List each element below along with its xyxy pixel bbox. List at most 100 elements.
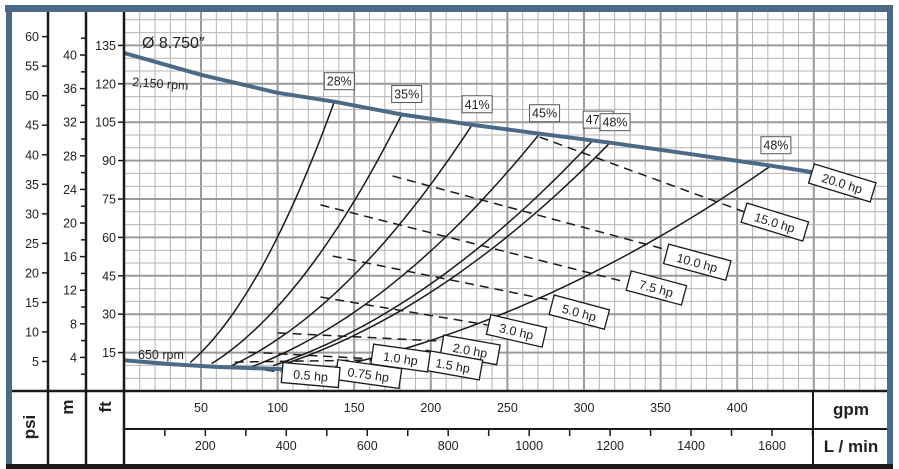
power-label-box: [807, 163, 877, 203]
power-label-box: [280, 361, 341, 389]
m-tick-label: 40: [63, 49, 77, 63]
gpm-tick-label: 300: [574, 401, 595, 415]
max-speed-label: 2,150 rpm: [132, 75, 189, 93]
ft-tick-label: 15: [102, 346, 116, 360]
power-label: 15.0 hp: [740, 202, 810, 242]
efficiency-label-box: [461, 95, 493, 114]
efficiency-label-text: 41%: [465, 98, 490, 112]
power-line: [320, 296, 488, 326]
psi-axis-label: psi: [20, 415, 39, 440]
m-tick-label: 4: [70, 351, 77, 365]
ft-tick-label: 120: [95, 77, 116, 91]
power-line: [539, 136, 746, 213]
axes: 50 100 150 200 250 300 350 400 200 400 600 800 1000 1…: [25, 30, 814, 453]
left-panel: [10, 11, 124, 391]
efficiency-label-text: 28%: [327, 75, 352, 89]
frame-bottom: [6, 464, 893, 469]
gpm-tick-label: 200: [420, 401, 441, 415]
efficiency-label-box: [529, 104, 561, 123]
power-line: [392, 175, 669, 251]
m-tick-label: 32: [63, 116, 77, 130]
ft-tick-label: 75: [102, 193, 116, 207]
frame-left: [6, 5, 12, 465]
psi-tick-label: 35: [25, 178, 39, 192]
power-line: [320, 204, 626, 283]
m-tick-label: 28: [63, 149, 77, 163]
power-label: 0.5 hp: [280, 361, 341, 389]
frame-top: [5, 5, 893, 12]
min-speed-label: 650 rpm: [138, 348, 184, 362]
power-label: 7.5 hp: [625, 270, 688, 306]
m-tick-label: 36: [63, 82, 77, 96]
efficiency-curve: [189, 101, 336, 364]
efficiency-label-box: [323, 72, 355, 91]
power-label: 5.0 hp: [548, 294, 611, 330]
power-label: 10.0 hp: [662, 243, 732, 281]
gpm-tick-label: 350: [650, 401, 671, 415]
frame-right: [887, 5, 893, 465]
ft-tick-label: 90: [102, 154, 116, 168]
gpm-tick-label: 250: [497, 401, 518, 415]
ft-tick-label: 135: [95, 39, 116, 53]
lmin-tick-label: 400: [276, 439, 297, 453]
gpm-axis-label: gpm: [833, 400, 869, 419]
power-line: [234, 359, 373, 363]
efficiency-label-box: [599, 113, 631, 132]
speed-curve: [123, 51, 813, 175]
lmin-tick-label: 1600: [758, 439, 786, 453]
power-label-box: [548, 294, 611, 330]
power-label-box: [740, 202, 810, 242]
m-tick-label: 16: [63, 250, 77, 264]
efficiency-curve: [211, 114, 403, 365]
lmin-axis-label: L / min: [824, 437, 878, 456]
power-line: [332, 255, 551, 301]
m-tick-label: 12: [63, 284, 77, 298]
efficiency-label-text: 48%: [603, 116, 628, 130]
power-label-text: 1.0 hp: [382, 350, 418, 369]
power-label-box: [485, 313, 548, 348]
speed-curve: [124, 358, 286, 372]
psi-tick-label: 20: [25, 266, 39, 280]
lmin-tick-label: 1400: [677, 439, 705, 453]
efficiency-curve: [231, 124, 473, 367]
lmin-tick-label: 800: [438, 439, 459, 453]
psi-tick-label: 25: [25, 237, 39, 251]
m-tick-label: 8: [70, 317, 77, 331]
power-label-box: [625, 270, 688, 306]
lmin-tick-label: 1200: [596, 439, 624, 453]
power-label-text: 0.75 hp: [347, 365, 390, 385]
efficiency-curve: [251, 133, 541, 368]
bottom-panel: [10, 391, 887, 464]
psi-tick-label: 60: [25, 30, 39, 44]
efficiency-curve: [272, 139, 594, 367]
ft-tick-label: 105: [95, 116, 116, 130]
psi-tick-label: 55: [25, 60, 39, 74]
efficiency-label-text: 45%: [532, 107, 557, 121]
grid: [124, 11, 887, 391]
efficiency-label-text: 48%: [763, 139, 788, 153]
gpm-tick-label: 400: [727, 401, 748, 415]
power-label-text: 1.5 hp: [434, 356, 471, 376]
efficiency-label-box: [760, 136, 792, 155]
gpm-tick-label: 100: [267, 401, 288, 415]
psi-tick-label: 45: [25, 119, 39, 133]
ft-tick-label: 60: [102, 231, 116, 245]
curves: [123, 51, 813, 376]
chart-frame: [5, 5, 893, 469]
power-label: 20.0 hp: [807, 163, 877, 203]
power-label-text: 0.5 hp: [293, 368, 329, 385]
efficiency-label-text: 35%: [394, 88, 419, 102]
power-label: 0.75 hp: [334, 358, 403, 390]
psi-tick-label: 30: [25, 207, 39, 221]
efficiency-label-box: [391, 85, 423, 104]
gpm-tick-label: 150: [344, 401, 365, 415]
lmin-tick-label: 1000: [515, 439, 543, 453]
psi-tick-label: 10: [25, 325, 39, 339]
diameter-label: Ø 8.750″: [142, 35, 205, 52]
power-label: 1.5 hp: [422, 349, 484, 381]
ft-tick-label: 30: [102, 308, 116, 322]
lmin-tick-label: 200: [195, 439, 216, 453]
m-axis-label: m: [58, 399, 77, 414]
